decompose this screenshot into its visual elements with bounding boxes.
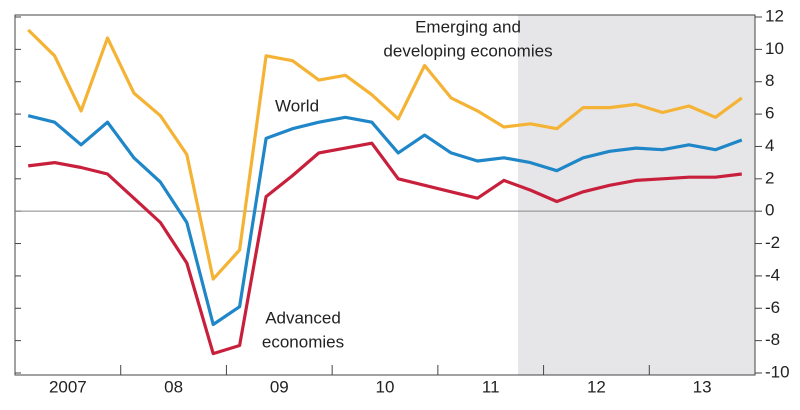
annotation: World: [275, 96, 319, 115]
y-tick-label: -6: [765, 298, 780, 317]
y-tick-label: -2: [765, 233, 780, 252]
annotation: Advanced: [265, 308, 341, 327]
projection-shade: [518, 15, 755, 375]
annotation: economies: [262, 332, 344, 351]
annotation: developing economies: [383, 41, 552, 60]
y-tick-label: 8: [765, 71, 774, 90]
x-tick-label: 09: [270, 377, 289, 396]
y-tick-label: 4: [765, 136, 774, 155]
x-tick-label: 13: [693, 377, 712, 396]
plot-frame: [14, 14, 756, 376]
y-tick-label: 12: [765, 6, 784, 25]
y-tick-label: -4: [765, 265, 780, 284]
y-tick-label: 0: [765, 201, 774, 220]
series-line: [27, 114, 743, 327]
y-tick-label: -10: [765, 362, 790, 381]
annotation: Emerging and: [415, 17, 521, 36]
x-tick-label: 08: [164, 377, 183, 396]
series-line: [28, 141, 742, 356]
y-tick-label: 6: [765, 104, 774, 123]
x-tick-label: 10: [376, 377, 395, 396]
x-tick-label: 12: [587, 377, 606, 396]
x-tick-label: 2007: [49, 377, 87, 396]
series-line: [27, 28, 743, 281]
x-tick-label: 11: [482, 377, 500, 396]
y-tick-label: 2: [765, 168, 774, 187]
y-tick-label: -8: [765, 330, 780, 349]
y-tick-label: 10: [765, 39, 784, 58]
